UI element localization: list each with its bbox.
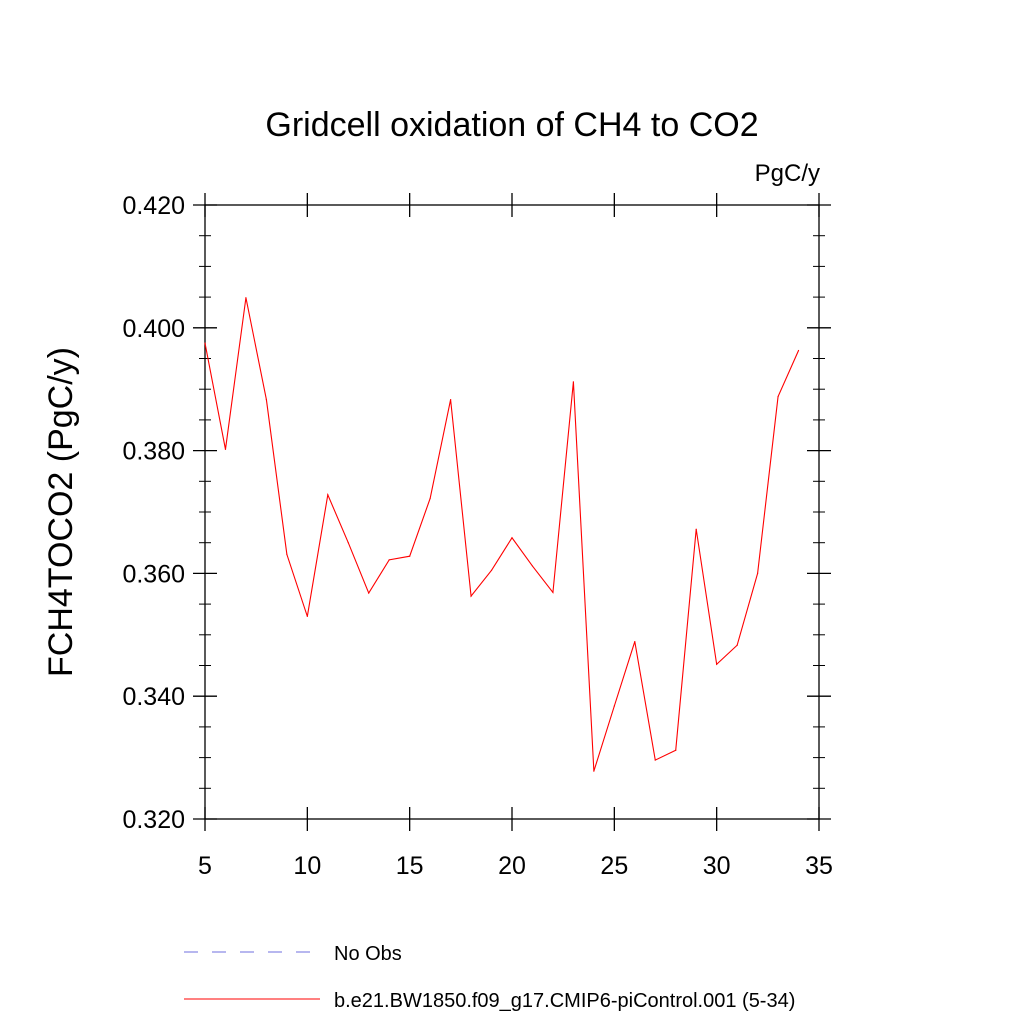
data-point bbox=[306, 615, 308, 617]
data-point bbox=[757, 572, 759, 575]
legend: No Obs b.e21.BW1850.f09_g17.CMIP6-piContr… bbox=[184, 943, 795, 1012]
data-point bbox=[265, 399, 267, 401]
chart-title: Gridcell oxidation of CH4 to CO2 bbox=[265, 106, 758, 144]
data-point bbox=[675, 749, 677, 751]
data-point bbox=[245, 297, 247, 299]
data-point bbox=[224, 448, 227, 450]
y-axis-label: FCH4TOCO2 (PgC/y) bbox=[42, 347, 80, 677]
data-point bbox=[347, 542, 349, 544]
data-point bbox=[797, 349, 800, 352]
units-label: PgC/y bbox=[755, 160, 820, 187]
x-tick-label: 30 bbox=[703, 852, 731, 880]
data-point bbox=[450, 399, 452, 401]
data-point bbox=[368, 592, 370, 594]
x-tick-label: 25 bbox=[600, 852, 628, 880]
data-point bbox=[695, 528, 697, 530]
series-layer bbox=[204, 297, 800, 772]
y-ticks: 0.320 0.340 0.360 0.380 0.400 0.420 bbox=[122, 192, 831, 834]
data-point bbox=[429, 497, 431, 500]
data-point bbox=[286, 553, 288, 555]
series-line-0 bbox=[204, 297, 800, 772]
x-tick-label: 10 bbox=[293, 852, 321, 880]
x-tick-label: 20 bbox=[498, 852, 526, 880]
data-point bbox=[613, 705, 615, 707]
y-tick-label: 0.360 bbox=[122, 560, 185, 588]
y-tick-label: 0.380 bbox=[122, 438, 185, 466]
y-tick-label: 0.400 bbox=[122, 315, 185, 343]
y-tick-label: 0.320 bbox=[122, 806, 185, 834]
data-point bbox=[777, 395, 779, 398]
data-point bbox=[552, 591, 554, 594]
data-point bbox=[204, 342, 206, 344]
legend-label: No Obs bbox=[334, 943, 402, 965]
x-ticks: 5 10 15 20 25 30 35 bbox=[198, 193, 833, 880]
data-point bbox=[511, 537, 513, 539]
x-tick-label: 5 bbox=[198, 852, 212, 880]
data-point bbox=[634, 640, 636, 643]
legend-label: b.e21.BW1850.f09_g17.CMIP6-piControl.001… bbox=[334, 990, 795, 1012]
data-point bbox=[327, 494, 329, 496]
data-point bbox=[572, 381, 575, 383]
plot-frame bbox=[204, 204, 820, 820]
data-point bbox=[409, 555, 411, 557]
data-point bbox=[490, 569, 493, 571]
x-tick-label: 15 bbox=[396, 852, 424, 880]
data-point bbox=[388, 559, 390, 561]
data-point bbox=[654, 759, 656, 761]
y-tick-label: 0.420 bbox=[122, 192, 185, 220]
x-tick-label: 35 bbox=[805, 852, 833, 880]
data-point bbox=[470, 595, 472, 597]
data-point bbox=[531, 565, 534, 567]
data-point bbox=[716, 663, 718, 665]
y-tick-label: 0.340 bbox=[122, 683, 185, 711]
data-point bbox=[736, 644, 738, 646]
data-point bbox=[593, 770, 595, 772]
